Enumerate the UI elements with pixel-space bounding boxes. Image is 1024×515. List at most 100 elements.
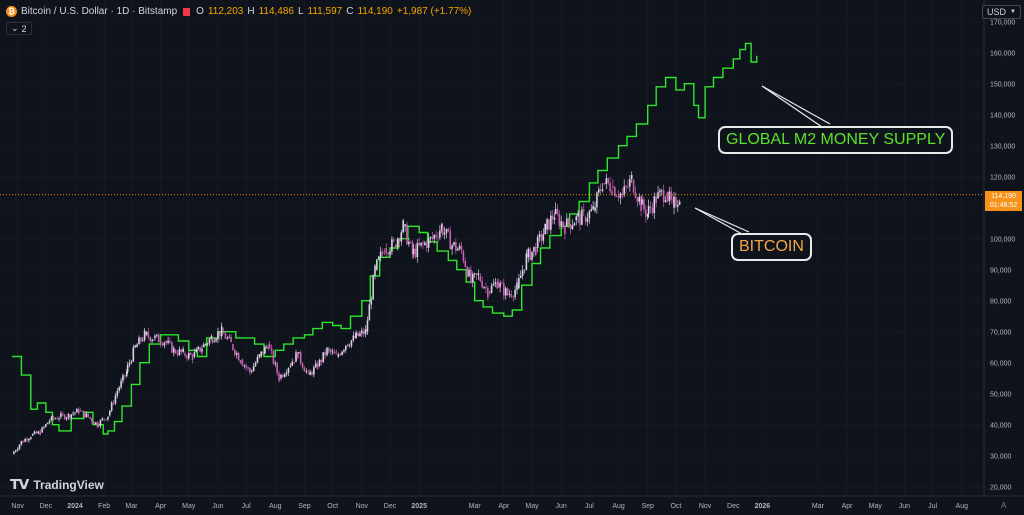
btc-candle-body (449, 231, 452, 250)
btc-candle-body (424, 242, 426, 245)
currency-selector[interactable]: USD ▼ (982, 5, 1021, 19)
btc-candle-body (314, 363, 317, 368)
btc-candle-body (411, 242, 414, 255)
btc-candle-body (592, 206, 594, 210)
x-tick-label: Dec (727, 503, 740, 510)
btc-candle-body (615, 196, 618, 197)
btc-candle-body (492, 283, 495, 286)
btc-candle-body (447, 228, 450, 232)
btc-candle-body (629, 179, 631, 187)
x-tick-label: Apr (498, 503, 510, 510)
btc-candle-body (657, 192, 659, 199)
btc-candle-body (141, 340, 144, 341)
btc-candle-body (370, 299, 373, 305)
btc-candle-body (518, 278, 520, 289)
btc-candle-body (354, 335, 357, 338)
btc-candle-body (120, 380, 122, 388)
btc-candle-body (451, 245, 453, 250)
btc-candle-body (268, 344, 271, 348)
btc-candle-body (267, 346, 270, 350)
btc-candle-body (293, 361, 295, 363)
high-label: H (247, 6, 255, 17)
btc-candle-body (625, 186, 627, 188)
btc-candle-body (274, 363, 277, 364)
btc-candle-body (341, 351, 343, 356)
btc-candle-body (575, 216, 578, 221)
btc-candle-body (466, 266, 468, 277)
btc-candle-body (471, 274, 474, 283)
btc-candle-body (215, 339, 217, 342)
tradingview-logo-icon: 𝗧𝗩 (10, 476, 29, 492)
btc-candle-body (402, 220, 404, 233)
btc-candle-body (672, 199, 674, 201)
btc-candle-body (485, 287, 487, 289)
btc-candle-body (468, 269, 470, 277)
y-tick-label: 50,000 (990, 392, 1012, 399)
bar-countdown: 01:48:52 (989, 202, 1018, 209)
tradingview-logo[interactable]: 𝗧𝗩 TradingView (10, 476, 104, 493)
btc-candle-body (48, 420, 51, 423)
btc-candle-body (504, 288, 507, 296)
btc-candle-body (56, 418, 58, 420)
open-label: O (196, 6, 204, 17)
high-value: 114,486 (258, 6, 294, 17)
btc-candle-body (324, 352, 326, 356)
btc-candle-body (307, 370, 310, 372)
btc-candle-body (479, 275, 482, 282)
btc-candle-body (564, 226, 566, 235)
btc-candle-body (328, 349, 330, 351)
btc-candle-body (362, 330, 365, 335)
btc-candle-body (501, 283, 503, 284)
y-tick-label: 40,000 (990, 423, 1012, 430)
btc-candle-body (70, 414, 73, 418)
btc-candle-body (641, 199, 643, 205)
btc-candle-body (544, 223, 546, 235)
btc-candle-body (291, 361, 294, 366)
btc-candle-body (63, 414, 66, 420)
x-tick-label: Nov (11, 503, 24, 510)
btc-candle-body (527, 248, 530, 258)
btc-candle-body (412, 248, 415, 255)
btc-candle-body (254, 362, 257, 367)
btc-candle-body (666, 192, 669, 202)
symbol-header[interactable]: ₿ Bitcoin / U.S. Dollar · 1D · Bitstamp … (6, 6, 471, 17)
x-tick-label: Sep (298, 503, 311, 510)
btc-candle-body (536, 236, 539, 248)
btc-candle-body (649, 206, 652, 209)
btc-candle-body (675, 196, 677, 207)
flag-icon[interactable] (183, 7, 191, 16)
btc-candle-body (456, 248, 459, 251)
btc-candle-body (243, 365, 246, 367)
btc-candle-body (13, 451, 15, 455)
btc-candle-body (414, 248, 417, 258)
btc-candle-body (322, 352, 325, 362)
last-price-tag: 114,190 01:48:52 (985, 191, 1022, 211)
btc-candle-body (659, 190, 661, 193)
btc-candle-body (636, 197, 639, 202)
btc-candle-body (548, 219, 550, 230)
btc-candle-body (165, 341, 168, 343)
y-axis: 20,000 30,000 40,000 50,000 60,000 70,000 80,0… (983, 0, 1024, 515)
btc-candle-body (18, 444, 21, 449)
btc-candle-body (109, 410, 111, 416)
btc-candle-body (285, 372, 288, 375)
indicators-toggle[interactable]: ⌄ 2 (6, 22, 32, 35)
btc-candle-body (149, 336, 152, 342)
btc-candle-body (366, 320, 369, 332)
brand-name: TradingView (33, 477, 104, 492)
btc-candle-body (343, 349, 345, 352)
btc-candle-body (546, 219, 548, 230)
btc-candle-body (204, 343, 207, 345)
btc-candle-body (483, 287, 485, 288)
btc-candle-body (132, 347, 135, 362)
btc-candle-body (481, 281, 483, 288)
auto-scale-button[interactable]: A (986, 498, 1024, 515)
y-tick-label: 20,000 (990, 485, 1012, 492)
btc-candle-body (431, 236, 434, 239)
btc-candle-body (60, 413, 62, 417)
btc-candle-body (303, 367, 306, 372)
btc-candle-body (418, 243, 420, 246)
btc-candle-body (280, 374, 282, 379)
btc-candle-body (201, 348, 203, 352)
